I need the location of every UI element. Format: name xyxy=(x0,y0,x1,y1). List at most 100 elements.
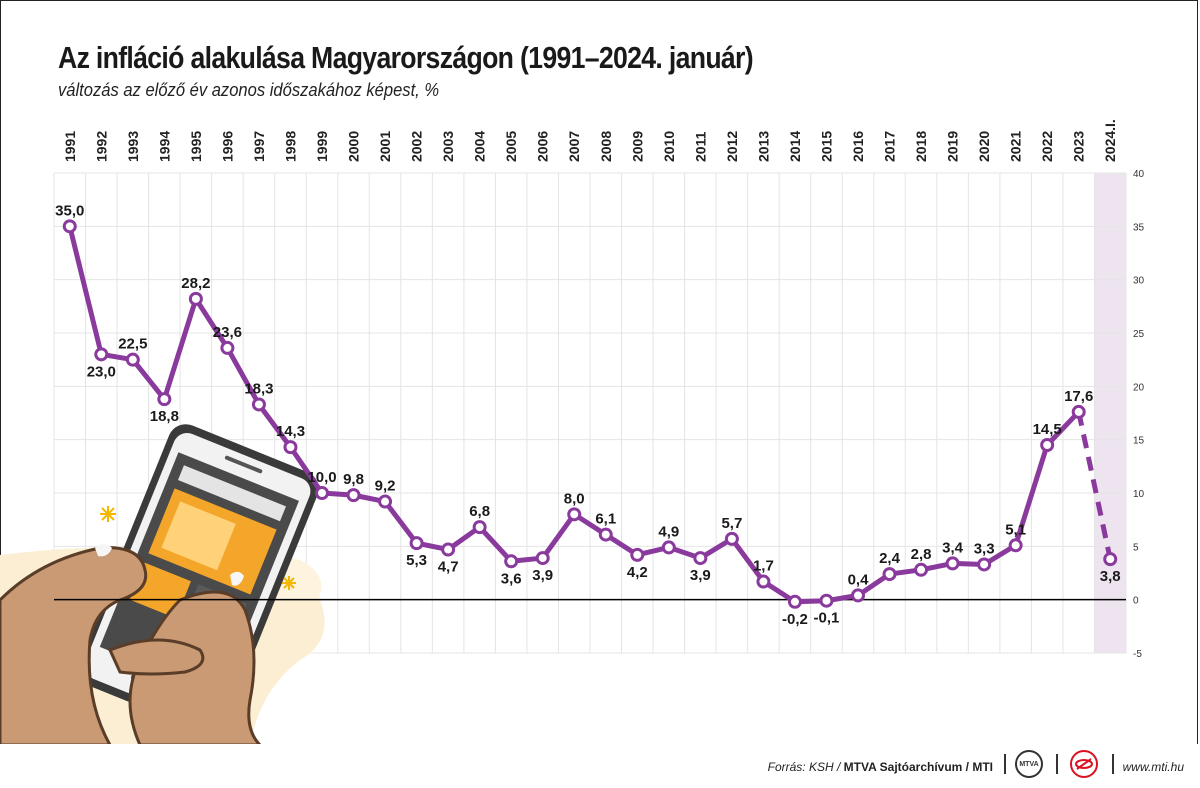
series-line-dashed xyxy=(1076,411,1113,560)
data-label: 2,8 xyxy=(911,546,932,563)
data-point xyxy=(787,594,802,609)
source-prefix: Forrás: KSH / xyxy=(767,760,841,774)
x-tick-label: 2021 xyxy=(1008,131,1024,162)
data-point xyxy=(567,507,582,522)
x-tick-label: 2017 xyxy=(882,131,898,162)
data-label: 9,2 xyxy=(375,478,396,495)
sparkle-right xyxy=(282,576,296,590)
data-point xyxy=(157,392,172,407)
data-point xyxy=(1071,404,1086,419)
data-label: 4,2 xyxy=(627,564,648,581)
data-label: 3,8 xyxy=(1100,568,1121,585)
data-point xyxy=(125,352,140,367)
data-label: 1,7 xyxy=(753,558,774,575)
data-label: 35,0 xyxy=(55,202,84,219)
data-point xyxy=(251,397,266,412)
y-tick-label: -5 xyxy=(1133,649,1142,660)
x-tick-label: 2022 xyxy=(1039,131,1055,162)
source-bold: MTVA Sajtóarchívum / MTI xyxy=(843,760,993,774)
data-point xyxy=(661,540,676,555)
data-point xyxy=(62,219,77,234)
x-tick-label: 1997 xyxy=(251,131,267,162)
data-point xyxy=(819,593,834,608)
highlight-band xyxy=(1094,173,1126,653)
data-point xyxy=(756,574,771,589)
data-label: -0,2 xyxy=(782,611,808,628)
x-tick-label: 2020 xyxy=(976,131,992,162)
x-tick-label: 2000 xyxy=(346,131,362,162)
y-tick-label: 30 xyxy=(1133,276,1145,287)
source-credit: Forrás: KSH / MTVA Sajtóarchívum / MTI xyxy=(768,760,993,774)
x-tick-label: 1993 xyxy=(125,131,141,162)
data-label: 3,9 xyxy=(532,567,553,584)
x-tick-label: 2018 xyxy=(913,131,929,162)
data-label: 3,6 xyxy=(501,570,522,587)
x-tick-label: 2015 xyxy=(818,131,834,162)
x-tick-label: 2016 xyxy=(850,131,866,162)
data-point xyxy=(851,588,865,603)
x-tick-label: 2002 xyxy=(409,131,425,162)
data-point xyxy=(94,347,109,362)
data-layer: 35,0 23,022,5 18,8 28,2 23,6 18,3 14,3 10,0 9,8 9… xyxy=(54,202,1126,628)
mtva-logo: MTVA xyxy=(1015,750,1043,778)
x-tick-label: 2013 xyxy=(755,131,771,162)
x-tick-label: 2014 xyxy=(787,131,803,162)
y-tick-label: 5 xyxy=(1133,542,1139,553)
x-tick-label: 1995 xyxy=(188,131,204,162)
data-label: 6,1 xyxy=(595,511,616,528)
y-tick-label: 40 xyxy=(1133,169,1145,180)
data-label: 0,4 xyxy=(848,571,870,588)
data-point xyxy=(441,542,456,557)
left-hand xyxy=(0,546,148,747)
x-tick-label: 2023 xyxy=(1071,131,1087,162)
data-label: 8,0 xyxy=(564,490,585,507)
data-label: 22,5 xyxy=(118,336,147,353)
finger-nail-1 xyxy=(230,571,244,586)
data-point xyxy=(409,536,424,551)
x-tick-label: 1991 xyxy=(62,131,78,162)
data-label: 3,3 xyxy=(974,540,995,557)
x-tick-label: 2001 xyxy=(377,131,393,162)
x-tick-label: 2008 xyxy=(598,131,614,162)
x-tick-label: 2006 xyxy=(535,131,551,162)
y-tick-label: 20 xyxy=(1133,382,1145,393)
x-tick-label: 1996 xyxy=(219,131,235,162)
phone-hands-illustration xyxy=(0,424,325,747)
finger-nail-2 xyxy=(95,544,112,557)
separator xyxy=(1004,754,1006,774)
x-tick-label: 2007 xyxy=(566,131,582,162)
x-tick-label: 1992 xyxy=(93,131,109,162)
data-point xyxy=(914,562,929,577)
website-url: www.mti.hu xyxy=(1122,760,1184,774)
data-label: 5,1 xyxy=(1005,521,1026,538)
x-tick-label: 1999 xyxy=(314,131,330,162)
data-point xyxy=(598,527,613,542)
data-point xyxy=(346,488,361,503)
data-label: 28,2 xyxy=(181,275,210,292)
data-label: 4,9 xyxy=(658,523,679,540)
data-point xyxy=(472,520,487,535)
y-tick-label: 10 xyxy=(1133,489,1145,500)
data-label: 3,4 xyxy=(942,539,964,556)
data-label: 17,6 xyxy=(1064,388,1093,405)
y-tick-label: 25 xyxy=(1133,329,1145,340)
mtva-logo-text: MTVA xyxy=(1019,760,1039,768)
data-point xyxy=(220,340,235,355)
x-tick-label: 1998 xyxy=(282,131,298,162)
data-label: 18,3 xyxy=(244,380,273,397)
mti-logo-icon xyxy=(1070,750,1098,778)
data-label: 6,8 xyxy=(469,503,490,520)
x-tick-label: 2012 xyxy=(724,131,740,162)
x-tick-label: 2009 xyxy=(629,131,645,162)
data-label: 18,8 xyxy=(150,408,179,425)
data-label: 10,0 xyxy=(307,469,336,486)
sparkle-left xyxy=(100,506,116,522)
data-label: 3,9 xyxy=(690,567,711,584)
x-tick-label: 2005 xyxy=(503,131,519,162)
chart-subtitle: változás az előző év azonos időszakához … xyxy=(58,80,440,100)
data-label: -0,1 xyxy=(814,610,840,627)
x-tick-label: 2004 xyxy=(472,131,488,162)
separator xyxy=(1056,754,1058,774)
data-label: 23,6 xyxy=(213,324,242,341)
